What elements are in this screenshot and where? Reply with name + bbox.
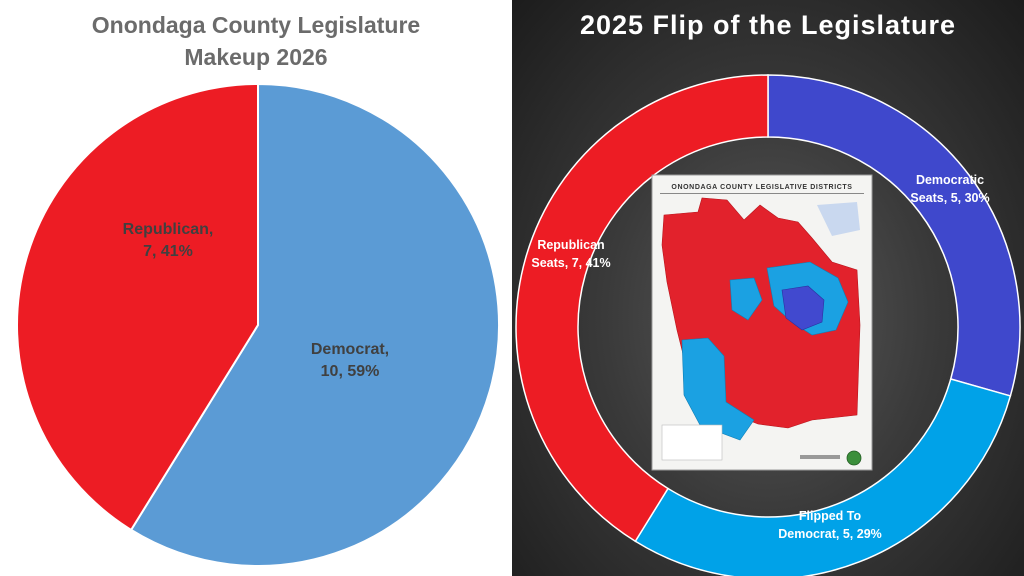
pie-slice-republican [16, 82, 259, 532]
donut-label-democratic-seats-line1: Democratic [916, 173, 984, 187]
left-chart-panel: Onondaga County Legislature Makeup 2026 … [16, 12, 500, 567]
left-chart-title-line2: Makeup 2026 [184, 44, 328, 70]
pie-slice-democrat [129, 82, 500, 567]
flip-donut-chart: ONONDAGA COUNTY LEGISLATIVE DISTRICTS De… [515, 74, 1021, 576]
right-chart-title: 2025 Flip of the Legislature [579, 10, 957, 40]
donut-label-flipped-to-democrat-line1: Flipped To [799, 509, 862, 523]
map-district-darkblue [781, 285, 825, 331]
pie-label-republican-line2: 7, 41% [143, 243, 193, 260]
map-seal-icon [846, 450, 862, 466]
makeup-pie-chart: Democrat, 10, 59% Republican, 7, 41% [16, 82, 500, 567]
donut-segment-republican-seats [515, 74, 769, 543]
map-credit [800, 455, 840, 459]
left-chart-title-line1: Onondaga County Legislature [91, 12, 421, 38]
map-title: ONONDAGA COUNTY LEGISLATIVE DISTRICTS [671, 184, 852, 191]
donut-segment-flipped-to-democrat [634, 378, 1012, 576]
pie-label-republican-line1: Republican, [123, 221, 214, 238]
donut-label-republican-seats-line1: Republican [537, 238, 604, 252]
pie-label-democrat-line2: 10, 59% [321, 363, 380, 380]
donut-label-republican-seats-line2: Seats, 7, 41% [531, 256, 610, 270]
donut-label-democratic-seats-line2: Seats, 5, 30% [910, 191, 989, 205]
map-lake [817, 202, 860, 236]
map-legend [661, 424, 723, 461]
map-district-lightblue-south [681, 337, 755, 441]
donut-label-flipped-to-democrat-line2: Democrat, 5, 29% [778, 527, 882, 541]
map-title-rule [660, 193, 864, 194]
right-chart-panel: 2025 Flip of the Legislature ONONDAGA CO… [512, 0, 1024, 576]
map-district-lightblue-west [729, 277, 763, 321]
donut-segment-democratic-seats [767, 74, 1021, 397]
pie-label-democrat-line1: Democrat, [311, 341, 389, 358]
district-map-inset: ONONDAGA COUNTY LEGISLATIVE DISTRICTS [651, 174, 873, 471]
